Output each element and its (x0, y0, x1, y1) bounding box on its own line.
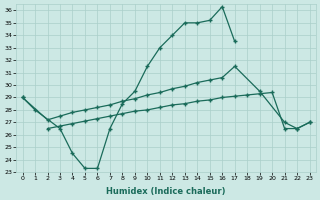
X-axis label: Humidex (Indice chaleur): Humidex (Indice chaleur) (106, 187, 226, 196)
